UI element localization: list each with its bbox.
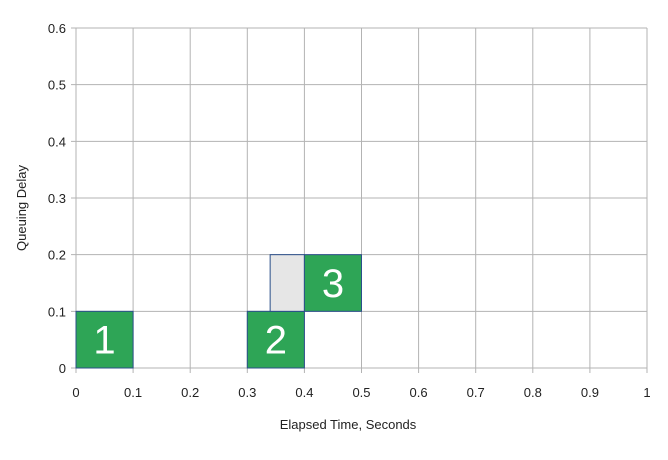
x-tick-label: 0 [72, 385, 79, 400]
x-tick-label: 0.7 [467, 385, 485, 400]
x-tick-label: 0.6 [410, 385, 428, 400]
y-tick-labels: 0 0.1 0.2 0.3 0.4 0.5 0.6 [48, 21, 66, 376]
y-tick-label: 0.1 [48, 304, 66, 319]
grid-lines [71, 27, 648, 373]
x-tick-label: 1 [643, 385, 650, 400]
x-tick-label: 0.9 [581, 385, 599, 400]
box-label: 3 [322, 262, 344, 306]
box-3 [303, 254, 362, 312]
y-tick-label: 0.4 [48, 134, 66, 149]
y-tick-label: 0.5 [48, 78, 66, 93]
y-axis-title: Queuing Delay [14, 165, 29, 251]
box-gray [269, 254, 305, 312]
x-tick-label: 0.4 [295, 385, 313, 400]
boxes: 1 23 [75, 254, 362, 369]
x-axis-title: Elapsed Time, Seconds [280, 417, 417, 432]
box-label: 2 [265, 319, 287, 363]
x-tick-label: 0.2 [181, 385, 199, 400]
x-tick-label: 0.1 [124, 385, 142, 400]
x-tick-label: 0.5 [352, 385, 370, 400]
x-tick-labels: 0 0.1 0.2 0.3 0.4 0.5 0.6 0.7 0.8 0.9 1 [72, 385, 650, 400]
y-tick-label: 0 [59, 361, 66, 376]
x-tick-label: 0.8 [524, 385, 542, 400]
box-2 [246, 310, 305, 369]
box-label: 1 [93, 319, 115, 363]
y-tick-label: 0.3 [48, 191, 66, 206]
box-1 [75, 310, 134, 369]
y-tick-label: 0.6 [48, 21, 66, 36]
x-tick-label: 0.3 [238, 385, 256, 400]
y-tick-label: 0.2 [48, 248, 66, 263]
